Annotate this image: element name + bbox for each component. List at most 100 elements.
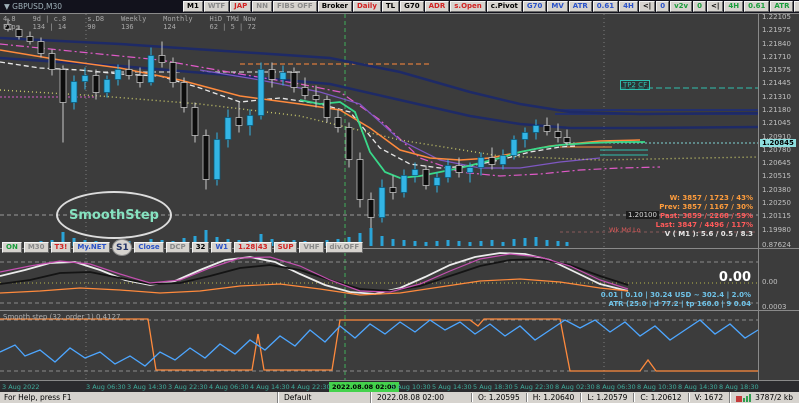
signal-button-on[interactable]: ON [2,242,22,253]
price-axis-label: 1.20115 [762,212,791,220]
panel-separator-2[interactable] [0,310,799,311]
time-axis-label: 5 Aug 22:30 [514,383,554,391]
toolbar-button-0[interactable]: 0 [693,1,706,12]
toolbar-button-mv[interactable]: MV [547,1,568,12]
status-connection-cell: 3787/2 kb [729,392,799,403]
toolbar-button-4h[interactable]: 4H [619,1,638,12]
weekly-mid-low-label: Wk Md Lo [609,226,641,234]
signal-button-m30[interactable]: M30 [23,242,49,253]
status-bar-time: 2022.08.08 02:00 [370,392,471,403]
status-ohlcv-cell: L: 1.20579 [580,393,633,402]
price-axis-label: 0.0003 [762,303,787,311]
toolbar-button-4h[interactable]: 4H [724,1,744,12]
toolbar-button-tl[interactable]: TL [381,1,400,12]
price-axis-label: 1.20910 [762,132,791,141]
signal-button-32[interactable]: 32 [191,242,210,253]
ma-purple [199,69,601,169]
toolbar-button-nn[interactable]: NN [252,1,272,12]
toolbar-button-fibs-off[interactable]: FIBS OFF [273,1,317,12]
status-ohlcv-cell: H: 1.20640 [525,393,581,402]
time-axis-label: 8 Aug 02:30 [555,383,595,391]
time-axis-label: 3 Aug 22:30 [168,383,208,391]
time-axis-label: 8 Aug 10:30 [637,383,677,391]
ma-orange [0,49,641,161]
signal-state-badge[interactable]: S1 [112,239,133,256]
status-help-text: For Help, press F1 [4,393,72,402]
status-bar: For Help, press F1 Default 2022.08.08 02… [0,392,799,403]
indicator-toolbar: M1 WTF JAP NN FIBS OFF Broker Daily TL G70 ADR s.O… [183,1,799,12]
toolbar-button-c-pivot[interactable]: c.Pivot [486,1,522,12]
range-stats-table: 4.8 9d | c.8 s.D8 Weekly Monthly HiD TMd… [3,15,256,31]
signal-button-vhf[interactable]: VHF [299,242,324,253]
toolbar-button-0-61[interactable]: 0.61 [744,1,770,12]
signal-button-close[interactable]: Close [134,242,164,253]
status-profile[interactable]: Default [277,392,370,403]
price-axis-label: 1.20780 [762,145,791,154]
time-axis-label: 4 Aug 22:30 [291,383,331,391]
volume-stats-line: Past: 3859 / 2268 / 59% [660,212,753,220]
price-axis-label: 1.20380 [762,185,791,194]
time-axis-label: 5 Aug 14:30 [432,383,472,391]
time-axis-label: 8 Aug 06:30 [596,383,636,391]
step-orange [0,318,758,372]
toolbar-button-wtf[interactable]: WTF [203,1,230,12]
atr-info-line: ATR (25.0 | d 77.2 | tp 160.0 | 9 0.04 [608,300,751,308]
toolbar-button-g70[interactable]: G70 [522,1,547,12]
toolbar-button-0[interactable]: 0 [656,1,670,12]
toolbar-button-0-61[interactable]: 0.61 [592,1,619,12]
signal-button-sup[interactable]: SUP [273,242,298,253]
signal-button-dcp[interactable]: DCP [165,242,190,253]
price-axis[interactable]: 1.22105 1.21975 1.21840 1.21710 1.21575 1.214… [759,13,799,380]
status-ohlcv-cell: O: 1.20595 [471,393,526,402]
toolbar-button-v2v[interactable]: v2v [670,1,693,12]
volume-stats-line: V ( M1 ): 5.6 / 0.5 / 8.3 [664,230,753,238]
toolbar-button-jap[interactable]: JAP [230,1,252,12]
toolbar-button-atr[interactable]: ATR [770,1,794,12]
time-axis-label: 4 Aug 06:30 [209,383,249,391]
connection-status-icon [736,393,752,402]
time-axis-label: 8 Aug 14:30 [678,383,718,391]
signal-button-w1[interactable]: W1 [211,242,233,253]
toolbar-button-atr[interactable]: ATR [568,1,592,12]
toolbar-button-mv[interactable]: MV [794,1,799,12]
toolbar-button-daily[interactable]: Daily [352,1,381,12]
ma-yellow-dotted [0,89,759,161]
price-axis-label: 1.21445 [762,79,791,87]
ma-navy-lower [0,56,759,130]
osc-orange [0,278,629,296]
price-level-badge: 1.20100 [626,211,659,219]
status-traffic: 3787/2 kb [755,393,793,402]
price-axis-label: 1.20645 [762,159,791,167]
crosshair-time-label: 2022.08.08 02:00 [329,382,400,392]
signal-button-my-net[interactable]: My.NET [73,242,111,253]
range-stats-row1: 4.8 9d | c.8 s.D8 Weekly Monthly HiD TMd… [3,15,256,23]
toolbar-button-broker[interactable]: Broker [317,1,352,12]
osc-white [0,252,629,295]
time-axis-label: 4 Aug 14:30 [250,383,290,391]
volume-stats-line: Last: 3847 / 4496 / 117% [655,221,753,229]
toolbar-button--[interactable]: <| [706,1,724,12]
price-axis-label: 1.21045 [762,119,791,127]
price-axis-label: 1.21840 [762,39,791,48]
signal-button-1-28-43[interactable]: 1.28|43 [234,242,272,253]
price-axis-label: 1.19980 [762,225,791,234]
price-axis-label: 1.21180 [762,105,791,114]
price-axis-label: 1.20515 [762,172,791,180]
signal-button-div-off[interactable]: div.OFF [325,242,364,253]
time-axis-label: 5 Aug 10:30 [391,383,431,391]
toolbar-button-m1[interactable]: M1 [183,1,203,12]
price-axis-label: 1.20250 [762,198,791,207]
time-axis-label: 3 Aug 14:30 [127,383,167,391]
titlebar-separator [0,13,799,14]
price-axis-label: 1.21310 [762,92,791,101]
panel-separator-1[interactable] [0,248,799,249]
toolbar-button-s-open[interactable]: s.Open [450,1,486,12]
toolbar-button-adr[interactable]: ADR [424,1,450,12]
volume-stats-block: W: 3857 / 1723 / 43% Prev: 3857 / 1167 / … [656,194,753,239]
time-axis[interactable]: 2022.08.08 02:00 3 Aug 2022 3 Aug 06:30 3 … [0,380,799,393]
toolbar-button--[interactable]: <| [638,1,656,12]
signal-button-t3-[interactable]: T3! [50,242,72,253]
current-price-tag: 1.20845 [760,139,796,147]
chart-canvas[interactable] [0,0,799,392]
toolbar-button-g70[interactable]: G70 [400,1,424,12]
